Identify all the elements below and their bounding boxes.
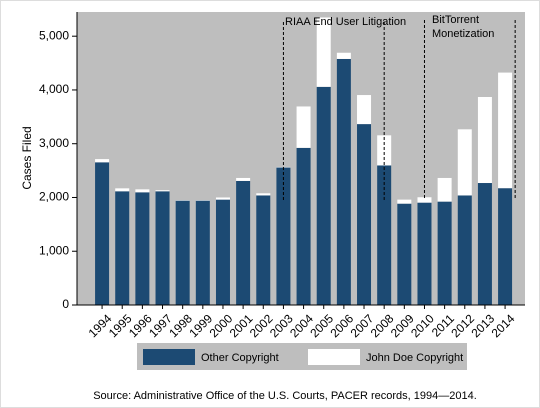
bar-segment <box>236 180 251 305</box>
y-axis-label: Cases Filed <box>20 126 34 189</box>
bar-segment <box>296 106 311 148</box>
bar-segment <box>95 159 110 163</box>
bar-segment <box>336 52 351 59</box>
bar-segment <box>417 197 432 203</box>
bar-segment <box>457 129 472 196</box>
bar-segment <box>357 124 372 306</box>
bar-segment <box>215 197 230 200</box>
annotation: RIAA End User Litigation <box>285 16 406 28</box>
y-tick-label: 2,000 <box>39 190 69 204</box>
bar-segment <box>135 192 150 305</box>
annotation: BitTorrent <box>432 14 479 26</box>
y-tick-label: 5,000 <box>39 28 69 42</box>
bar-segment <box>498 188 513 305</box>
bar-segment <box>256 195 271 305</box>
annotation: Monetization <box>432 28 494 40</box>
bar-segment <box>397 203 412 305</box>
bar-segment <box>195 200 210 201</box>
bar-segment <box>95 162 110 305</box>
bar-segment <box>316 86 331 305</box>
bar-segment <box>498 72 513 189</box>
bar-segment <box>256 193 271 196</box>
legend-label: John Doe Copyright <box>366 352 463 364</box>
bar-segment <box>155 190 170 192</box>
bar-segment <box>417 202 432 305</box>
bar-segment <box>437 177 452 202</box>
y-tick-label: 3,000 <box>39 136 69 150</box>
bar-segment <box>377 135 392 166</box>
bar-segment <box>296 147 311 305</box>
bar-segment <box>437 201 452 305</box>
bar-segment <box>397 199 412 204</box>
bar-segment <box>276 167 291 305</box>
bar-segment <box>236 177 251 181</box>
bar-segment <box>477 183 492 305</box>
y-tick-label: 1,000 <box>39 243 69 257</box>
bar-segment <box>195 200 210 305</box>
bar-segment <box>457 195 472 305</box>
bar-segment <box>336 58 351 305</box>
legend-label: Other Copyright <box>201 352 279 364</box>
bar-segment <box>115 188 130 192</box>
bar-segment <box>175 200 190 305</box>
bar-segment <box>477 96 492 184</box>
y-tick-label: 4,000 <box>39 82 69 96</box>
legend-swatch <box>143 349 195 365</box>
bar-segment <box>175 200 190 201</box>
bar-segment <box>215 199 230 305</box>
bar-segment <box>135 189 150 193</box>
legend-swatch <box>308 349 360 365</box>
bar-segment <box>377 165 392 305</box>
source: Source: Administrative Office of the U.S… <box>93 390 477 402</box>
bar-segment <box>357 95 372 125</box>
bar-segment <box>115 191 130 305</box>
y-tick-label: 0 <box>62 297 69 311</box>
bar-segment <box>155 191 170 305</box>
bar-segment <box>316 17 331 87</box>
